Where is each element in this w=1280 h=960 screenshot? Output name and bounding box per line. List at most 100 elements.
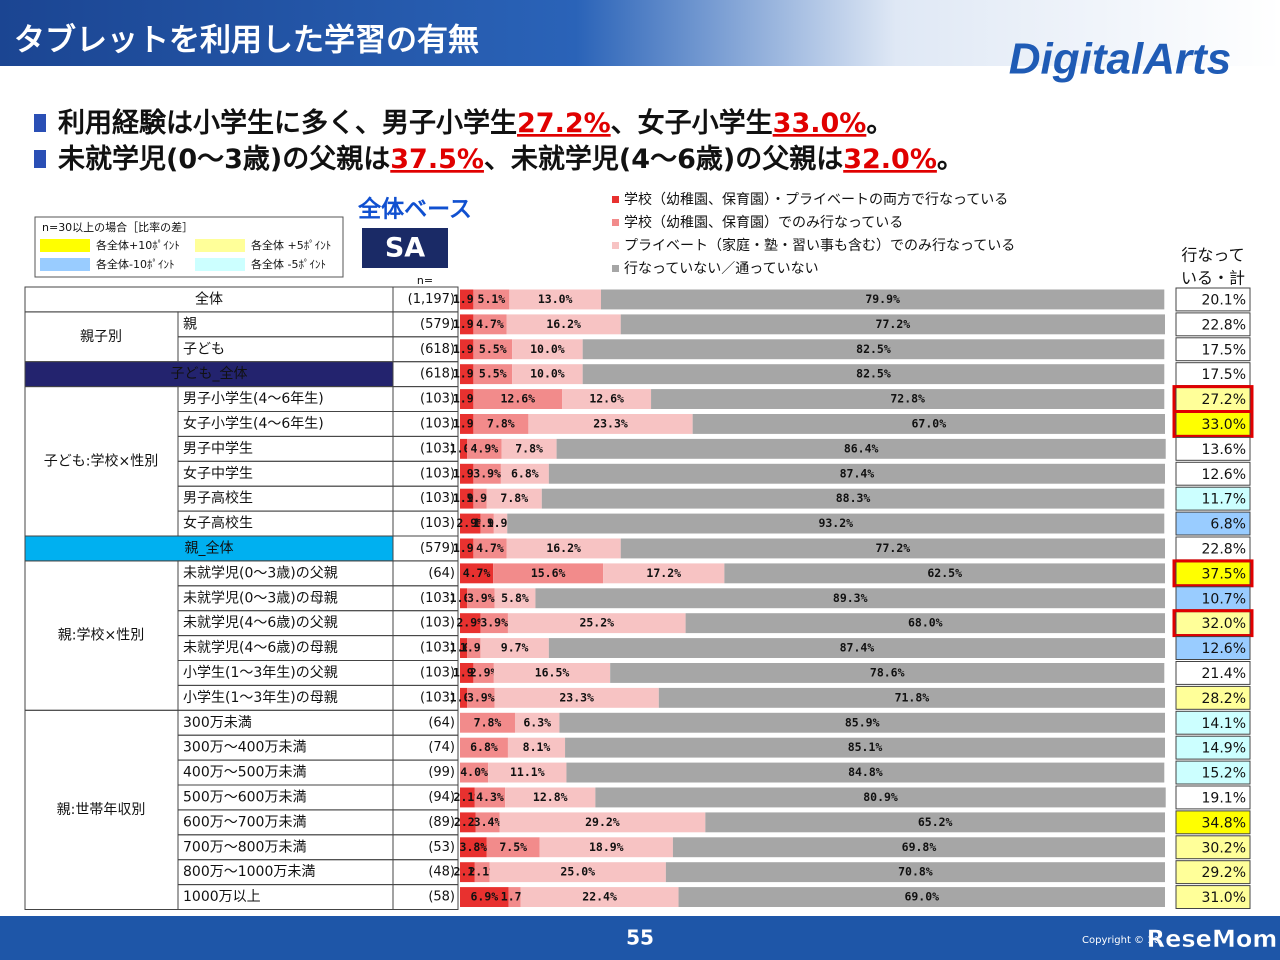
- bar-segment: [467, 588, 495, 609]
- n-label: (618): [420, 342, 455, 357]
- n-label: (103): [420, 591, 455, 606]
- total-cell: [1175, 461, 1251, 486]
- bar-value-label: 4.7%: [463, 566, 491, 580]
- bar-segment: [501, 438, 557, 459]
- bar-segment: [467, 638, 481, 658]
- bar-segment: [610, 663, 1165, 683]
- bar-segment: [566, 762, 1165, 783]
- row-label: 女子小学生(4～6年生): [183, 415, 324, 432]
- total-label: 14.1%: [1202, 716, 1246, 732]
- bar-segment: [505, 787, 596, 808]
- bar-value-label: 71.8%: [895, 690, 930, 704]
- n-label: (99): [428, 765, 455, 780]
- bar-value-label: 2.9%: [456, 516, 484, 530]
- bar-segment: [685, 613, 1165, 634]
- bar-segment: [460, 339, 474, 360]
- bar-value-label: 4.9%: [470, 441, 498, 455]
- bar-segment: [672, 837, 1165, 858]
- bar-value-label: 12.6%: [500, 392, 535, 406]
- total-label: 22.8%: [1202, 317, 1246, 333]
- bar-value-label: 2.2%: [454, 815, 482, 829]
- bar-value-label: 3.9%: [467, 591, 495, 605]
- n-label: (103): [420, 665, 455, 680]
- bar-segment: [507, 737, 566, 758]
- row-label: 300万～400万未満: [183, 740, 306, 756]
- total-cell: [1175, 636, 1251, 660]
- n-label: (64): [428, 566, 455, 581]
- row-label: 未就学児(4～6歳)の母親: [183, 640, 338, 656]
- bullet-text: 利用経験は小学生に多く、男子小学生: [58, 107, 517, 139]
- bar-segment: [514, 712, 560, 733]
- group-label: 親:学校×性別: [58, 627, 144, 644]
- total-label: 17.5%: [1202, 367, 1246, 383]
- bar-segment: [548, 638, 1165, 658]
- bar-value-label: 68.0%: [908, 616, 943, 630]
- legend-swatch: [40, 258, 90, 271]
- bar-value-label: 79.9%: [865, 292, 900, 306]
- row-label: 未就学児(0～3歳)の父親: [183, 565, 338, 581]
- legend-swatch: [40, 239, 90, 252]
- bullet-text: 、未就学児(4～6歳)の父親は: [484, 143, 843, 175]
- row-label: 子ども: [183, 341, 225, 357]
- bar-segment: [651, 389, 1165, 409]
- bar-segment: [678, 887, 1165, 907]
- bar-value-label: 12.6%: [589, 392, 624, 406]
- bar-segment: [559, 712, 1165, 733]
- bar-segment: [467, 438, 502, 459]
- n-label: (103): [420, 516, 455, 531]
- legend-swatch: [612, 265, 619, 272]
- row-cell: [177, 311, 394, 338]
- bar-segment: [460, 837, 487, 858]
- bar-segment: [724, 563, 1165, 584]
- emphasis: 33.0%: [773, 108, 867, 139]
- bar-segment: [603, 563, 725, 584]
- logo: DigitalArts: [1009, 35, 1231, 84]
- bar-value-label: 7.5%: [499, 840, 527, 854]
- bar-segment: [460, 389, 474, 409]
- bar-value-label: 86.4%: [844, 441, 879, 455]
- emphasis: 37.5%: [390, 144, 484, 175]
- bar-segment: [460, 488, 474, 509]
- total-cell: [1175, 685, 1251, 710]
- bar-value-label: 87.4%: [840, 466, 875, 480]
- n-label: (64): [428, 715, 455, 730]
- highlight-outline: [1172, 559, 1254, 588]
- n-label: (94): [428, 790, 455, 805]
- bullet-text: 未就学児(0～3歳)の父親は: [58, 143, 390, 175]
- row-label: 男子小学生(4～6年生): [183, 391, 324, 407]
- bar-value-label: 93.2%: [818, 516, 853, 530]
- bar-segment: [460, 289, 474, 310]
- bar-value-label: 25.0%: [560, 865, 595, 879]
- n-label: (103): [420, 466, 455, 481]
- legend-swatch: [612, 242, 619, 249]
- bar-segment: [506, 314, 621, 335]
- n-label: (579): [420, 541, 455, 556]
- group-label: 親子別: [80, 329, 122, 345]
- bar-segment: [460, 588, 468, 609]
- bar-value-label: 65.2%: [918, 815, 953, 829]
- bar-value-label: 6.8%: [470, 740, 498, 754]
- copyright: Copyright © 20: [1082, 935, 1160, 946]
- total-cell: [1175, 436, 1251, 461]
- bar-segment: [460, 663, 474, 683]
- bar-value-label: 11.1%: [510, 765, 545, 779]
- bullet-marker: [34, 150, 46, 168]
- legend-label: 各全体+10ﾎﾟｲﾝﾄ: [96, 238, 180, 252]
- bar-value-label: 7.8%: [487, 416, 515, 430]
- bar-segment: [473, 314, 507, 335]
- bar-value-label: 6.9%: [470, 890, 498, 904]
- bar-value-label: 3.4%: [474, 815, 502, 829]
- base-label: 全体ベース: [357, 196, 472, 223]
- total-cell: [1175, 337, 1251, 362]
- total-label: 31.0%: [1202, 890, 1246, 906]
- bar-value-label: 72.8%: [890, 392, 925, 406]
- bar-segment: [460, 463, 474, 484]
- bar-value-label: 5.1%: [478, 292, 506, 306]
- bar-segment: [520, 887, 679, 907]
- row-label: 全体: [195, 290, 223, 307]
- total-label: 20.1%: [1202, 292, 1246, 308]
- bar-segment: [460, 314, 474, 335]
- bar-value-label: 69.8%: [902, 840, 937, 854]
- n-label: (579): [420, 317, 455, 332]
- bar-segment: [658, 687, 1165, 708]
